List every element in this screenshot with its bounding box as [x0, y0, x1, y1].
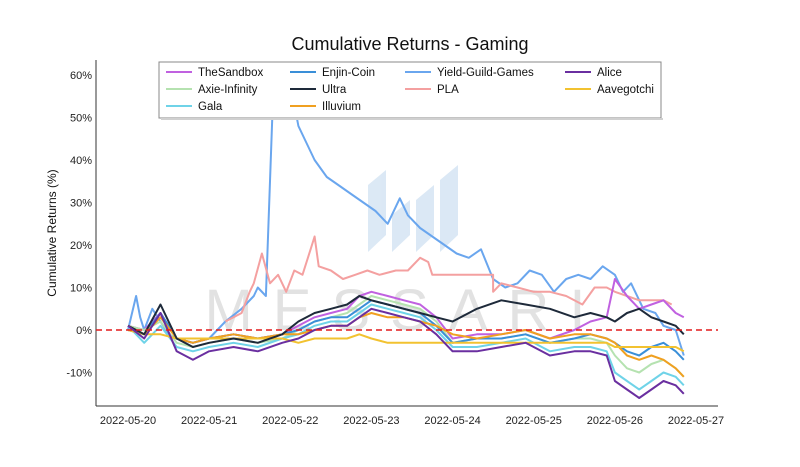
series-group [127, 65, 685, 399]
legend-label-illuvium: Illuvium [322, 101, 361, 113]
watermark-logo-bar-4 [440, 165, 458, 252]
x-tick-label: 2022-05-21 [181, 415, 237, 427]
y-tick-label: 0% [76, 325, 92, 337]
series-line-pla [224, 235, 673, 323]
x-tick-label: 2022-05-27 [668, 415, 724, 427]
legend-items: TheSandbox Enjin-Coin Yield-Guild-Games Ali… [166, 67, 654, 113]
y-tick-label: 30% [70, 198, 92, 210]
y-tick-label: 40% [70, 155, 92, 167]
y-tick-label: 10% [70, 283, 92, 295]
series-line-gala [127, 303, 685, 391]
watermark: MESSARI [204, 165, 605, 343]
x-ticks: 2022-05-20 2022-05-21 2022-05-22 2022-05-23… [100, 415, 724, 427]
legend-label-enjin-coin: Enjin-Coin [322, 67, 375, 79]
y-ticks: -10% 0% 10% 20% 30% 40% 50% 60% [66, 70, 92, 380]
x-tick-label: 2022-05-20 [100, 415, 156, 427]
x-tick-label: 2022-05-23 [343, 415, 399, 427]
legend-label-yield-guild-games: Yield-Guild-Games [437, 67, 534, 79]
legend-label-axie-infinity: Axie-Infinity [198, 84, 258, 96]
legend-label-aavegotchi: Aavegotchi [597, 84, 654, 96]
series-line-aavegotchi [127, 329, 685, 353]
legend-label-thesandbox: TheSandbox [198, 67, 263, 79]
legend-label-alice: Alice [597, 67, 622, 79]
chart-title: Cumulative Returns - Gaming [291, 34, 528, 54]
y-axis-label: Cumulative Returns (%) [45, 169, 59, 296]
watermark-text: MESSARI [204, 278, 605, 343]
y-tick-label: -10% [66, 368, 92, 380]
y-tick-label: 60% [70, 70, 92, 82]
y-tick-label: 50% [70, 113, 92, 125]
x-tick-label: 2022-05-26 [587, 415, 643, 427]
x-tick-label: 2022-05-25 [506, 415, 562, 427]
x-tick-label: 2022-05-24 [424, 415, 480, 427]
legend-label-ultra: Ultra [322, 84, 347, 96]
legend: TheSandbox Enjin-Coin Yield-Guild-Games Ali… [158, 61, 663, 120]
x-tick-label: 2022-05-22 [262, 415, 318, 427]
watermark-logo-bar-2 [392, 200, 410, 252]
y-tick-label: 20% [70, 240, 92, 252]
legend-shadow [161, 118, 663, 120]
series-line-ultra [127, 295, 685, 348]
axes [95, 60, 718, 407]
series-line-alice [127, 307, 685, 399]
legend-label-pla: PLA [437, 84, 459, 96]
watermark-logo-bar-1 [368, 170, 386, 252]
watermark-logo-bar-3 [416, 185, 434, 252]
legend-label-gala: Gala [198, 101, 223, 113]
